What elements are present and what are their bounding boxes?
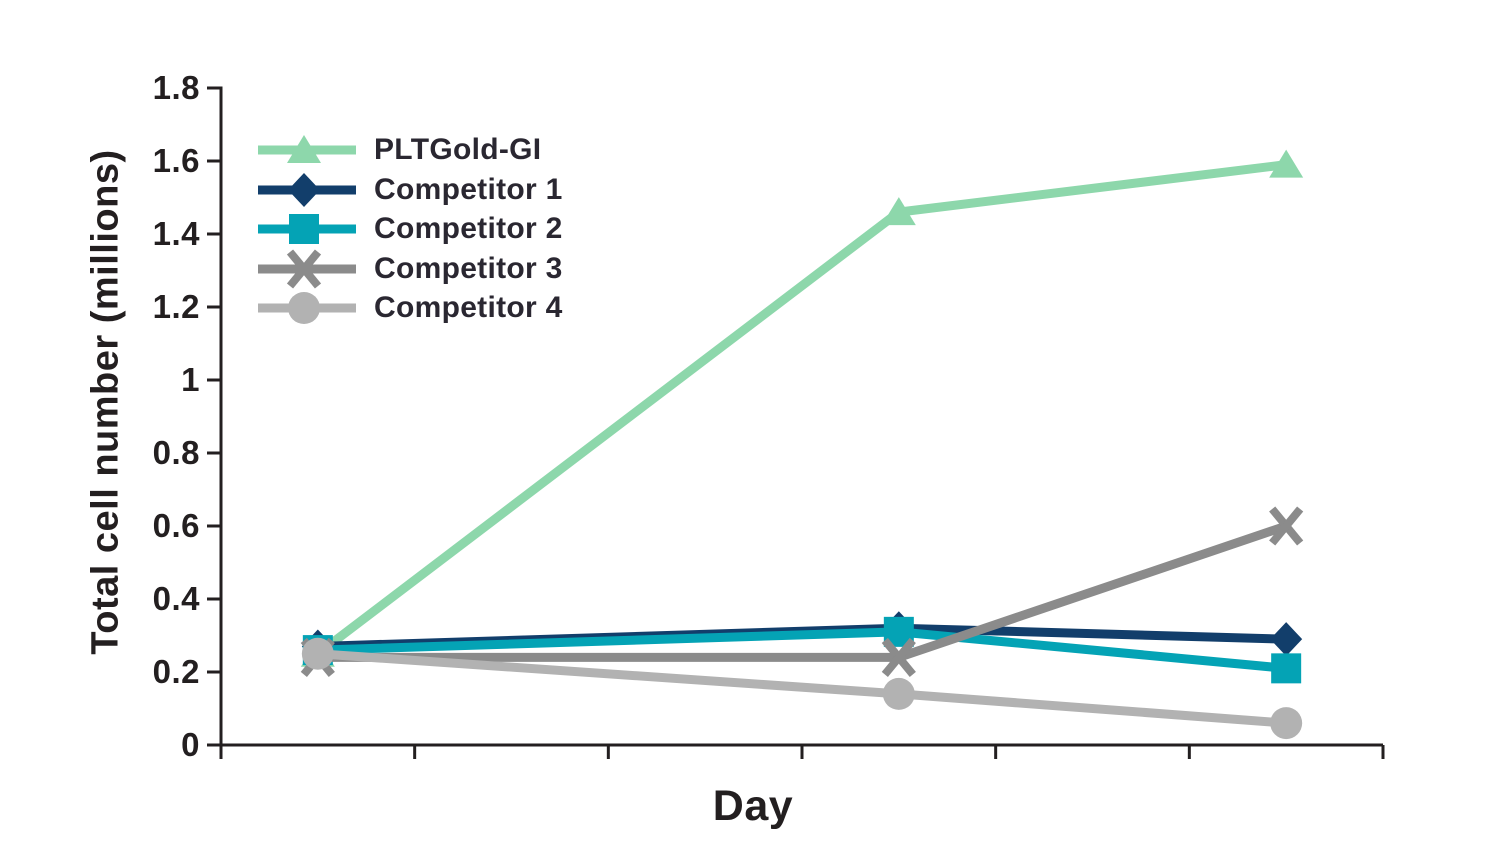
y-tick-label: 1 — [181, 361, 200, 398]
y-tick-label: 1.4 — [152, 215, 200, 252]
circle-marker-icon — [301, 637, 334, 670]
x-marker-icon — [1269, 506, 1304, 546]
legend-label: PLTGold-GI — [374, 133, 542, 166]
triangle-marker-icon — [1269, 149, 1304, 178]
legend-label: Competitor 4 — [374, 291, 563, 324]
y-tick-label: 0.8 — [152, 434, 200, 471]
legend-swatch — [258, 248, 356, 289]
y-tick-label: 0 — [181, 726, 200, 763]
y-tick-label: 0.4 — [152, 580, 200, 617]
legend-item: PLTGold-GI — [258, 130, 541, 170]
legend-label: Competitor 1 — [374, 172, 563, 206]
series-line — [317, 649, 1287, 728]
y-tick-label: 1.8 — [152, 69, 200, 106]
circle-marker-icon — [288, 292, 320, 324]
legend-swatch — [258, 292, 356, 324]
legend-swatch — [258, 214, 356, 244]
series-competitor-3 — [300, 506, 1304, 677]
diamond-marker-icon — [1270, 622, 1303, 657]
legend-item: Competitor 2 — [258, 209, 563, 249]
y-tick-label: 0.6 — [152, 507, 200, 544]
diamond-marker-icon — [288, 172, 320, 207]
x-marker-icon — [881, 637, 916, 677]
y-tick-label: 1.2 — [152, 288, 200, 325]
x-marker-icon — [286, 248, 322, 289]
square-marker-icon — [289, 214, 319, 244]
triangle-marker-icon — [287, 135, 321, 163]
x-axis-title: Day — [712, 782, 794, 830]
legend-label: Competitor 2 — [374, 212, 563, 245]
legend-label: Competitor 3 — [374, 251, 563, 285]
legend-swatch — [258, 172, 356, 207]
square-marker-icon — [1271, 653, 1302, 684]
series-competitor-4 — [301, 637, 1303, 740]
y-tick-label: 0.2 — [152, 653, 200, 690]
axes — [207, 86, 1385, 759]
circle-marker-icon — [882, 677, 915, 710]
legend-item: Competitor 3 — [258, 248, 563, 289]
y-tick-label: 1.6 — [152, 142, 200, 179]
legend-item: Competitor 4 — [258, 288, 563, 328]
circle-marker-icon — [1270, 707, 1303, 740]
legend-item: Competitor 1 — [258, 170, 563, 210]
legend-swatch — [258, 135, 356, 163]
triangle-marker-icon — [881, 197, 916, 226]
